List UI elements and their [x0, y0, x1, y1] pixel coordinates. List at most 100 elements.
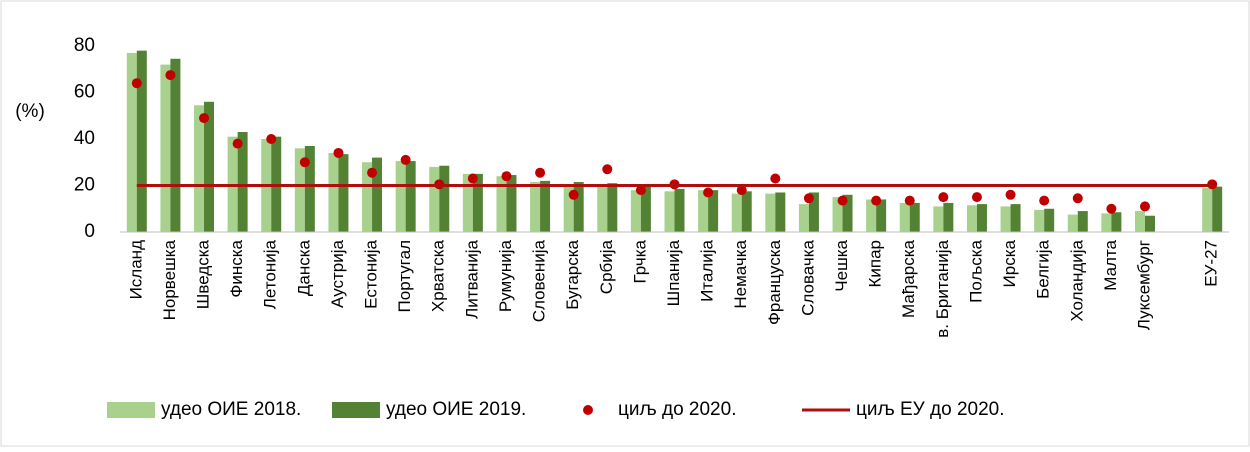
bar — [808, 192, 819, 232]
x-tick-label: Пољска — [966, 239, 985, 302]
x-tick-label: Словачка — [798, 239, 817, 315]
target-dot — [367, 167, 378, 178]
target-dot — [703, 187, 714, 198]
bar — [866, 199, 877, 232]
x-tick-label: Словенија — [530, 239, 549, 322]
bar — [832, 197, 843, 232]
bar — [496, 176, 507, 232]
bar — [899, 202, 910, 232]
bar — [731, 193, 742, 232]
y-tick-label: 40 — [74, 128, 95, 149]
legend-swatch — [107, 402, 155, 418]
bar — [798, 204, 809, 232]
target-dot — [165, 70, 176, 81]
bar — [304, 145, 315, 232]
x-tick-label: Србија — [597, 239, 616, 294]
x-tick-label: Француска — [765, 239, 784, 325]
target-dot — [1106, 203, 1117, 214]
bar — [708, 190, 719, 232]
target-dot — [904, 195, 915, 206]
bar — [405, 161, 416, 232]
y-tick-label: 20 — [74, 175, 95, 196]
bar — [933, 206, 944, 232]
target-dot — [467, 173, 478, 184]
bar — [563, 184, 574, 232]
bar — [194, 105, 205, 232]
bar — [160, 64, 171, 232]
bar — [204, 101, 215, 232]
bar — [1067, 214, 1078, 232]
bar — [1212, 186, 1223, 232]
x-tick-label: Аустрија — [328, 239, 347, 307]
bar — [237, 132, 248, 232]
x-tick-label: Белгија — [1034, 239, 1053, 298]
x-tick-label: ЕУ-27 — [1202, 240, 1221, 287]
bar — [1000, 206, 1011, 232]
y-tick-label: 0 — [84, 221, 95, 242]
bar — [1111, 212, 1122, 232]
target-dot — [199, 113, 210, 124]
target-dot — [299, 157, 310, 168]
bar — [462, 173, 473, 232]
bar — [597, 184, 608, 232]
x-tick-label: Исланд — [126, 240, 145, 299]
bar — [674, 188, 685, 232]
bar — [338, 154, 349, 232]
target-dot — [1139, 201, 1150, 212]
bar — [607, 183, 618, 232]
bar — [126, 52, 137, 232]
bar — [506, 175, 517, 232]
y-tick-label: 80 — [74, 35, 95, 56]
target-dot — [1072, 193, 1083, 204]
bar — [530, 182, 541, 232]
bar — [395, 161, 406, 232]
bar — [1034, 209, 1045, 232]
bar — [136, 50, 147, 233]
legend-label: удео ОИЕ 2019. — [386, 399, 526, 420]
bar — [698, 190, 709, 232]
x-tick-label: Холандија — [1067, 239, 1086, 321]
x-tick-label: Хрватска — [429, 239, 448, 312]
legend-label: циљ до 2020. — [618, 399, 736, 420]
target-dot — [131, 78, 142, 89]
bar — [765, 193, 776, 232]
target-dot — [266, 134, 277, 144]
x-tick-label: Румунија — [496, 239, 515, 312]
x-tick-label: Италија — [698, 239, 717, 301]
target-dot — [1039, 195, 1050, 206]
x-tick-label: Бугарска — [563, 239, 582, 309]
bar — [1144, 215, 1155, 232]
x-tick-label: Грчка — [630, 239, 649, 283]
x-tick-label: Естонија — [362, 239, 381, 308]
bar — [909, 202, 920, 232]
bar — [640, 186, 651, 232]
target-dot — [568, 189, 579, 200]
x-tick-label: Мађарска — [899, 239, 918, 317]
bar — [170, 58, 181, 232]
target-dot — [400, 154, 411, 165]
target-dot — [938, 192, 949, 203]
target-dot — [736, 185, 747, 196]
bar — [876, 199, 887, 232]
bar — [775, 192, 786, 232]
bar — [1202, 187, 1213, 232]
legend-label: удео ОИЕ 2018. — [161, 399, 301, 420]
legend-label: циљ ЕУ до 2020. — [856, 399, 1005, 420]
y-axis-label: (%) — [15, 101, 45, 122]
x-tick-label: в. Британија — [933, 239, 952, 337]
x-tick-label: Кипар — [866, 240, 885, 288]
bar — [943, 202, 954, 232]
bar — [328, 152, 339, 232]
target-dot — [770, 173, 781, 184]
target-dot — [803, 193, 814, 204]
x-tick-label: Шпанија — [664, 239, 683, 306]
bar — [1044, 208, 1055, 232]
bar — [294, 148, 305, 232]
bar — [741, 191, 752, 232]
bar — [664, 191, 675, 232]
target-dot — [1005, 189, 1016, 200]
bar — [966, 205, 977, 232]
target-dot — [602, 164, 613, 175]
bar — [439, 165, 450, 232]
